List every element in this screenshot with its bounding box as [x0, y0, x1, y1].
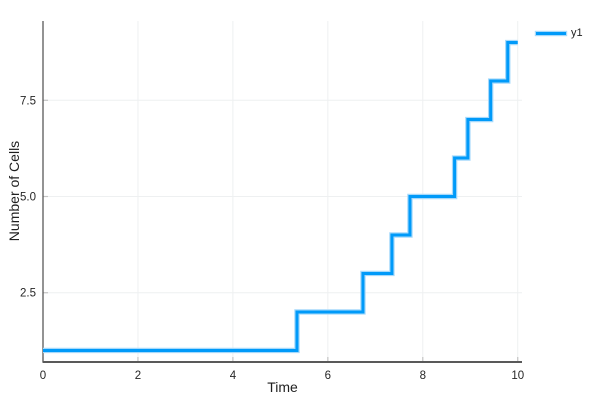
y-tick-label: 7.5 — [20, 95, 36, 107]
x-tick-label: 2 — [135, 370, 141, 382]
y-tick-label: 5.0 — [20, 192, 36, 204]
y-axis-title: Number of Cells — [6, 140, 22, 242]
y-tick-label: 2.5 — [20, 288, 36, 300]
legend: y1 — [536, 27, 583, 39]
x-tick-label: 6 — [325, 370, 331, 382]
legend-series-label: y1 — [571, 27, 583, 39]
series-line — [43, 41, 518, 352]
x-axis-title: Time — [267, 379, 298, 395]
x-tick-label: 0 — [40, 370, 46, 382]
x-tick-label: 8 — [420, 370, 426, 382]
x-tick-label: 10 — [511, 370, 524, 382]
x-tick-label: 4 — [230, 370, 237, 382]
legend-line-swatch — [536, 31, 566, 35]
